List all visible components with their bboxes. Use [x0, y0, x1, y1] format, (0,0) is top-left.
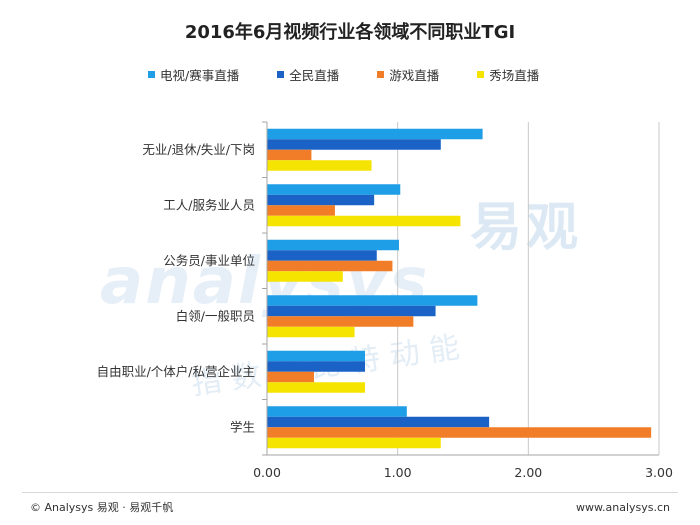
legend-item-2: 全民直播 [277, 65, 339, 84]
x-tick-label-1: 0.00 [253, 465, 281, 480]
x-tick-label-2: 1.00 [384, 465, 412, 480]
bar-6-3 [267, 427, 652, 438]
category-label-2: 工人/服务业人员 [163, 197, 255, 212]
bar-1-3 [267, 149, 312, 161]
footer-divider [22, 492, 678, 493]
legend-label-4: 秀场直播 [489, 67, 540, 83]
bar-1-2 [267, 139, 441, 150]
bar-6-4 [267, 437, 441, 449]
legend-swatch-2 [277, 70, 285, 78]
legend-label-1: 电视/赛事直播 [160, 67, 240, 83]
category-label-6: 学生 [230, 419, 255, 434]
category-label-1: 无业/退休/失业/下岗 [142, 142, 255, 157]
bar-2-3 [267, 205, 335, 216]
legend-label-2: 全民直播 [289, 67, 340, 83]
bar-4-1 [267, 295, 478, 306]
bar-3-2 [267, 250, 377, 261]
x-tick-label-4: 3.00 [645, 465, 673, 480]
bar-5-1 [267, 350, 365, 362]
bar-6-2 [267, 416, 490, 428]
bar-2-1 [267, 184, 401, 195]
bar-4-2 [267, 305, 436, 317]
bar-4-3 [267, 316, 414, 327]
category-label-5: 自由职业/个体户/私营企业主 [97, 364, 255, 379]
bar-5-3 [267, 371, 315, 383]
legend-item-3: 游戏直播 [377, 65, 439, 84]
bar-1-4 [267, 160, 372, 171]
bar-2-4 [267, 215, 461, 227]
legend-item-4: 秀场直播 [477, 65, 539, 84]
footer-url: www.analysys.cn [576, 501, 670, 514]
bar-3-4 [267, 271, 343, 282]
legend: 电视/赛事直播 全民直播 游戏直播 秀场直播 [148, 64, 577, 84]
chart-title: 2016年6月视频行业各领域不同职业TGI [184, 22, 516, 43]
legend-swatch-3 [377, 70, 385, 78]
bar-2-2 [267, 194, 375, 206]
category-label-3: 公务员/事业单位 [163, 253, 255, 268]
footer-copyright: © Analysys 易观 · 易观千帆 [30, 501, 174, 514]
category-label-4: 白领/一般职员 [176, 308, 255, 323]
bar-5-4 [267, 382, 365, 393]
bar-4-4 [267, 326, 355, 338]
x-tick-label-3: 2.00 [514, 465, 542, 480]
legend-item-1: 电视/赛事直播 [148, 65, 239, 84]
legend-swatch-4 [477, 70, 485, 78]
legend-label-3: 游戏直播 [389, 67, 440, 83]
bar-3-1 [267, 239, 399, 251]
bar-1-1 [267, 128, 483, 140]
legend-swatch-1 [148, 70, 155, 78]
bar-3-3 [267, 260, 393, 272]
bar-6-1 [267, 406, 407, 417]
bar-5-2 [267, 361, 365, 372]
